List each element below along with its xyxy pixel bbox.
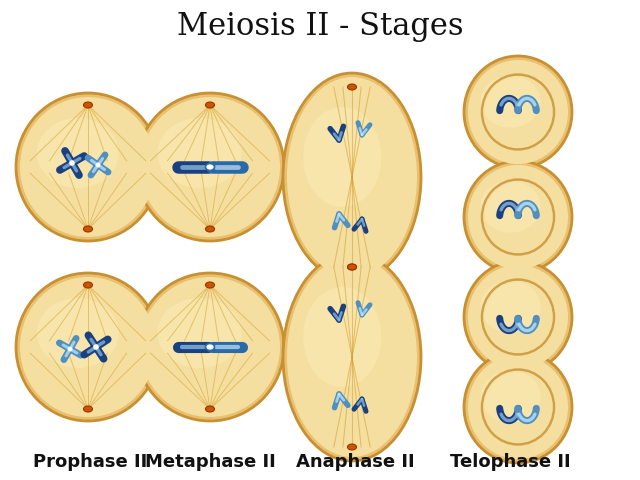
Ellipse shape: [205, 103, 214, 109]
Ellipse shape: [481, 371, 541, 423]
Ellipse shape: [68, 347, 72, 352]
Ellipse shape: [83, 406, 93, 412]
Ellipse shape: [348, 264, 356, 270]
Ellipse shape: [69, 161, 75, 167]
Ellipse shape: [464, 162, 572, 274]
Ellipse shape: [37, 119, 118, 189]
Text: Metaphase II: Metaphase II: [145, 452, 275, 470]
Ellipse shape: [205, 164, 214, 171]
Ellipse shape: [83, 227, 93, 232]
Ellipse shape: [20, 98, 156, 238]
Ellipse shape: [83, 103, 93, 109]
Ellipse shape: [348, 85, 356, 91]
Ellipse shape: [37, 299, 118, 368]
Ellipse shape: [468, 265, 568, 369]
Ellipse shape: [157, 119, 241, 189]
Ellipse shape: [348, 264, 356, 270]
Ellipse shape: [481, 281, 541, 333]
Ellipse shape: [93, 345, 99, 350]
Ellipse shape: [287, 257, 417, 457]
Ellipse shape: [464, 351, 572, 463]
Ellipse shape: [205, 344, 214, 351]
Ellipse shape: [205, 227, 214, 232]
Ellipse shape: [205, 282, 214, 288]
Text: Meiosis II - Stages: Meiosis II - Stages: [177, 11, 463, 41]
Ellipse shape: [468, 355, 568, 459]
Ellipse shape: [283, 253, 421, 461]
Ellipse shape: [140, 277, 280, 417]
Text: Telophase II: Telophase II: [450, 452, 570, 470]
Ellipse shape: [464, 262, 572, 373]
Ellipse shape: [468, 166, 568, 269]
Ellipse shape: [464, 57, 572, 168]
Ellipse shape: [303, 288, 381, 387]
Text: Anaphase II: Anaphase II: [296, 452, 414, 470]
Ellipse shape: [348, 444, 356, 450]
Ellipse shape: [140, 98, 280, 238]
Ellipse shape: [136, 94, 284, 241]
Ellipse shape: [468, 61, 568, 165]
Ellipse shape: [303, 108, 381, 207]
Ellipse shape: [16, 274, 160, 421]
Ellipse shape: [205, 406, 214, 412]
Ellipse shape: [83, 282, 93, 288]
Text: Prophase II: Prophase II: [33, 452, 147, 470]
Ellipse shape: [20, 277, 156, 417]
Ellipse shape: [287, 78, 417, 277]
Ellipse shape: [283, 74, 421, 281]
Ellipse shape: [95, 163, 100, 168]
Ellipse shape: [136, 274, 284, 421]
Ellipse shape: [16, 94, 160, 241]
Ellipse shape: [481, 76, 541, 128]
Ellipse shape: [481, 181, 541, 233]
Ellipse shape: [157, 299, 241, 368]
